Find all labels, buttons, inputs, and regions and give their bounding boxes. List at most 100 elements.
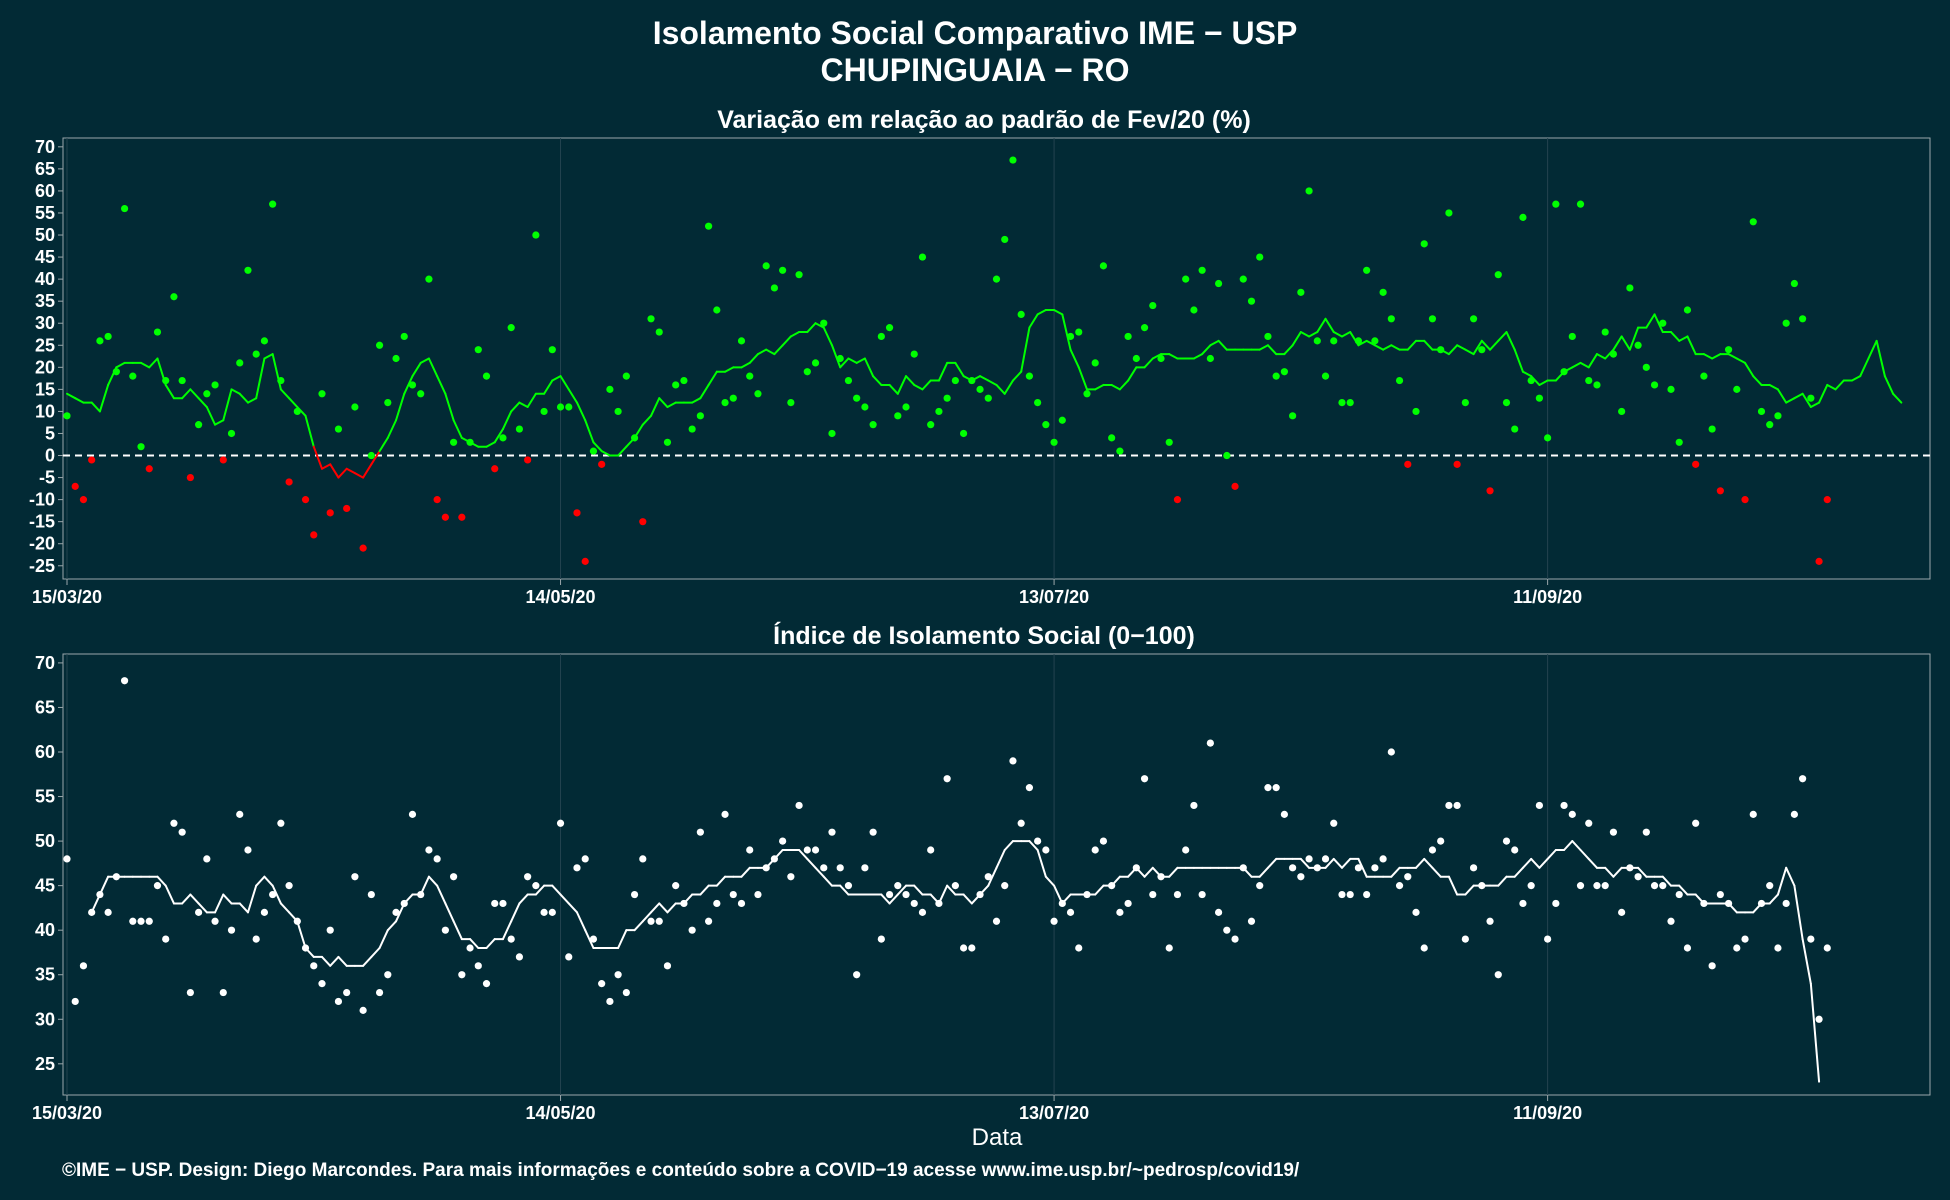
data-point <box>885 324 894 332</box>
y-tick-label: 25 <box>35 1054 55 1074</box>
data-point <box>836 354 844 363</box>
moving-average-segment <box>1143 866 1154 878</box>
data-point <box>573 509 581 517</box>
moving-average-segment <box>954 361 965 378</box>
moving-average-segment <box>666 401 677 409</box>
data-point <box>1774 944 1782 952</box>
data-point <box>565 403 573 411</box>
data-point <box>902 890 910 899</box>
data-point <box>1585 376 1593 385</box>
data-point <box>532 231 540 239</box>
moving-average-segment <box>600 450 611 457</box>
data-point <box>672 381 680 389</box>
data-point <box>482 980 491 988</box>
moving-average-segment <box>1373 344 1385 351</box>
data-point <box>943 775 951 783</box>
moving-average-segment <box>1266 857 1278 869</box>
data-point <box>491 899 499 908</box>
data-point <box>1338 890 1346 899</box>
moving-average-segment <box>937 361 949 382</box>
data-point <box>1108 882 1116 890</box>
data-point <box>1116 447 1124 455</box>
moving-average-segment <box>814 322 825 329</box>
moving-average-segment <box>1447 875 1459 896</box>
data-point <box>441 926 449 934</box>
data-point <box>688 926 696 934</box>
moving-average-segment <box>543 379 554 395</box>
moving-average-segment <box>1390 866 1401 878</box>
data-point <box>236 810 244 818</box>
moving-average-segment <box>222 893 233 905</box>
data-point <box>1807 394 1815 402</box>
data-point <box>1502 399 1511 407</box>
chart-subtitle: CHUPINGUAIA − RO <box>820 52 1129 88</box>
moving-average-segment <box>1291 331 1302 347</box>
data-point <box>820 864 828 872</box>
moving-average-segment <box>312 445 323 470</box>
data-point <box>548 346 556 354</box>
moving-average-segment <box>1431 866 1442 878</box>
moving-average-segment <box>641 414 653 426</box>
data-point <box>1437 346 1445 354</box>
moving-average-segment <box>296 920 307 949</box>
data-point <box>968 944 976 952</box>
data-point <box>1034 399 1042 407</box>
moving-average-segment <box>436 375 447 395</box>
data-point <box>1363 890 1371 899</box>
data-point <box>639 518 647 526</box>
data-point <box>918 908 927 916</box>
data-point <box>1741 496 1749 504</box>
moving-average-segment <box>806 857 817 869</box>
moving-average-segment <box>559 375 570 391</box>
moving-average-segment <box>913 383 924 391</box>
data-point <box>606 997 614 1006</box>
data-point <box>491 465 499 473</box>
data-point <box>1815 557 1823 565</box>
panel-isolation-index: 15/03/20 14/05/20 13/07/20 11/09/20 25 30 35 40… <box>32 653 1931 1123</box>
data-point <box>1560 801 1568 810</box>
moving-average-segment <box>699 383 710 400</box>
data-point <box>211 381 219 389</box>
moving-average-segment <box>1818 383 1829 404</box>
data-point <box>1075 328 1083 336</box>
data-point <box>1354 337 1363 345</box>
y-tick-label: -5 <box>39 468 55 488</box>
moving-average-segment <box>279 388 291 400</box>
data-point <box>1519 899 1527 908</box>
moving-average-segment <box>1768 383 1779 391</box>
moving-average-segment <box>386 419 398 439</box>
moving-average-segment <box>740 866 751 878</box>
x-axis-label: Data <box>972 1124 1023 1151</box>
data-point <box>1330 819 1338 827</box>
data-point <box>1659 882 1667 890</box>
moving-average-segment <box>189 893 200 905</box>
moving-average-segment <box>1801 392 1812 409</box>
y-tick-label: 50 <box>35 831 55 851</box>
data-point <box>1799 775 1807 783</box>
moving-average-segment <box>1406 339 1418 351</box>
data-point <box>968 376 976 385</box>
data-point <box>1741 935 1749 943</box>
data-point <box>1708 425 1716 433</box>
y-tick-label: 60 <box>35 742 55 762</box>
moving-average-segment <box>378 929 389 949</box>
data-point <box>1544 434 1552 442</box>
data-point <box>1412 407 1420 416</box>
moving-average-segment <box>748 353 759 364</box>
moving-average-segment <box>1447 344 1459 356</box>
data-point <box>1058 899 1066 908</box>
data-point <box>104 908 112 916</box>
data-point <box>400 332 408 341</box>
y-tick-label: 50 <box>35 225 55 245</box>
moving-average-segment <box>427 357 439 378</box>
moving-average-segment <box>921 379 932 391</box>
data-point <box>1642 363 1650 371</box>
data-point <box>663 438 672 446</box>
moving-average-segment <box>1028 840 1039 851</box>
data-point <box>1140 324 1149 332</box>
data-point <box>556 819 565 827</box>
data-point <box>894 412 902 420</box>
moving-average-segment <box>1628 326 1640 351</box>
data-point <box>1083 890 1091 899</box>
data-point <box>318 390 326 398</box>
